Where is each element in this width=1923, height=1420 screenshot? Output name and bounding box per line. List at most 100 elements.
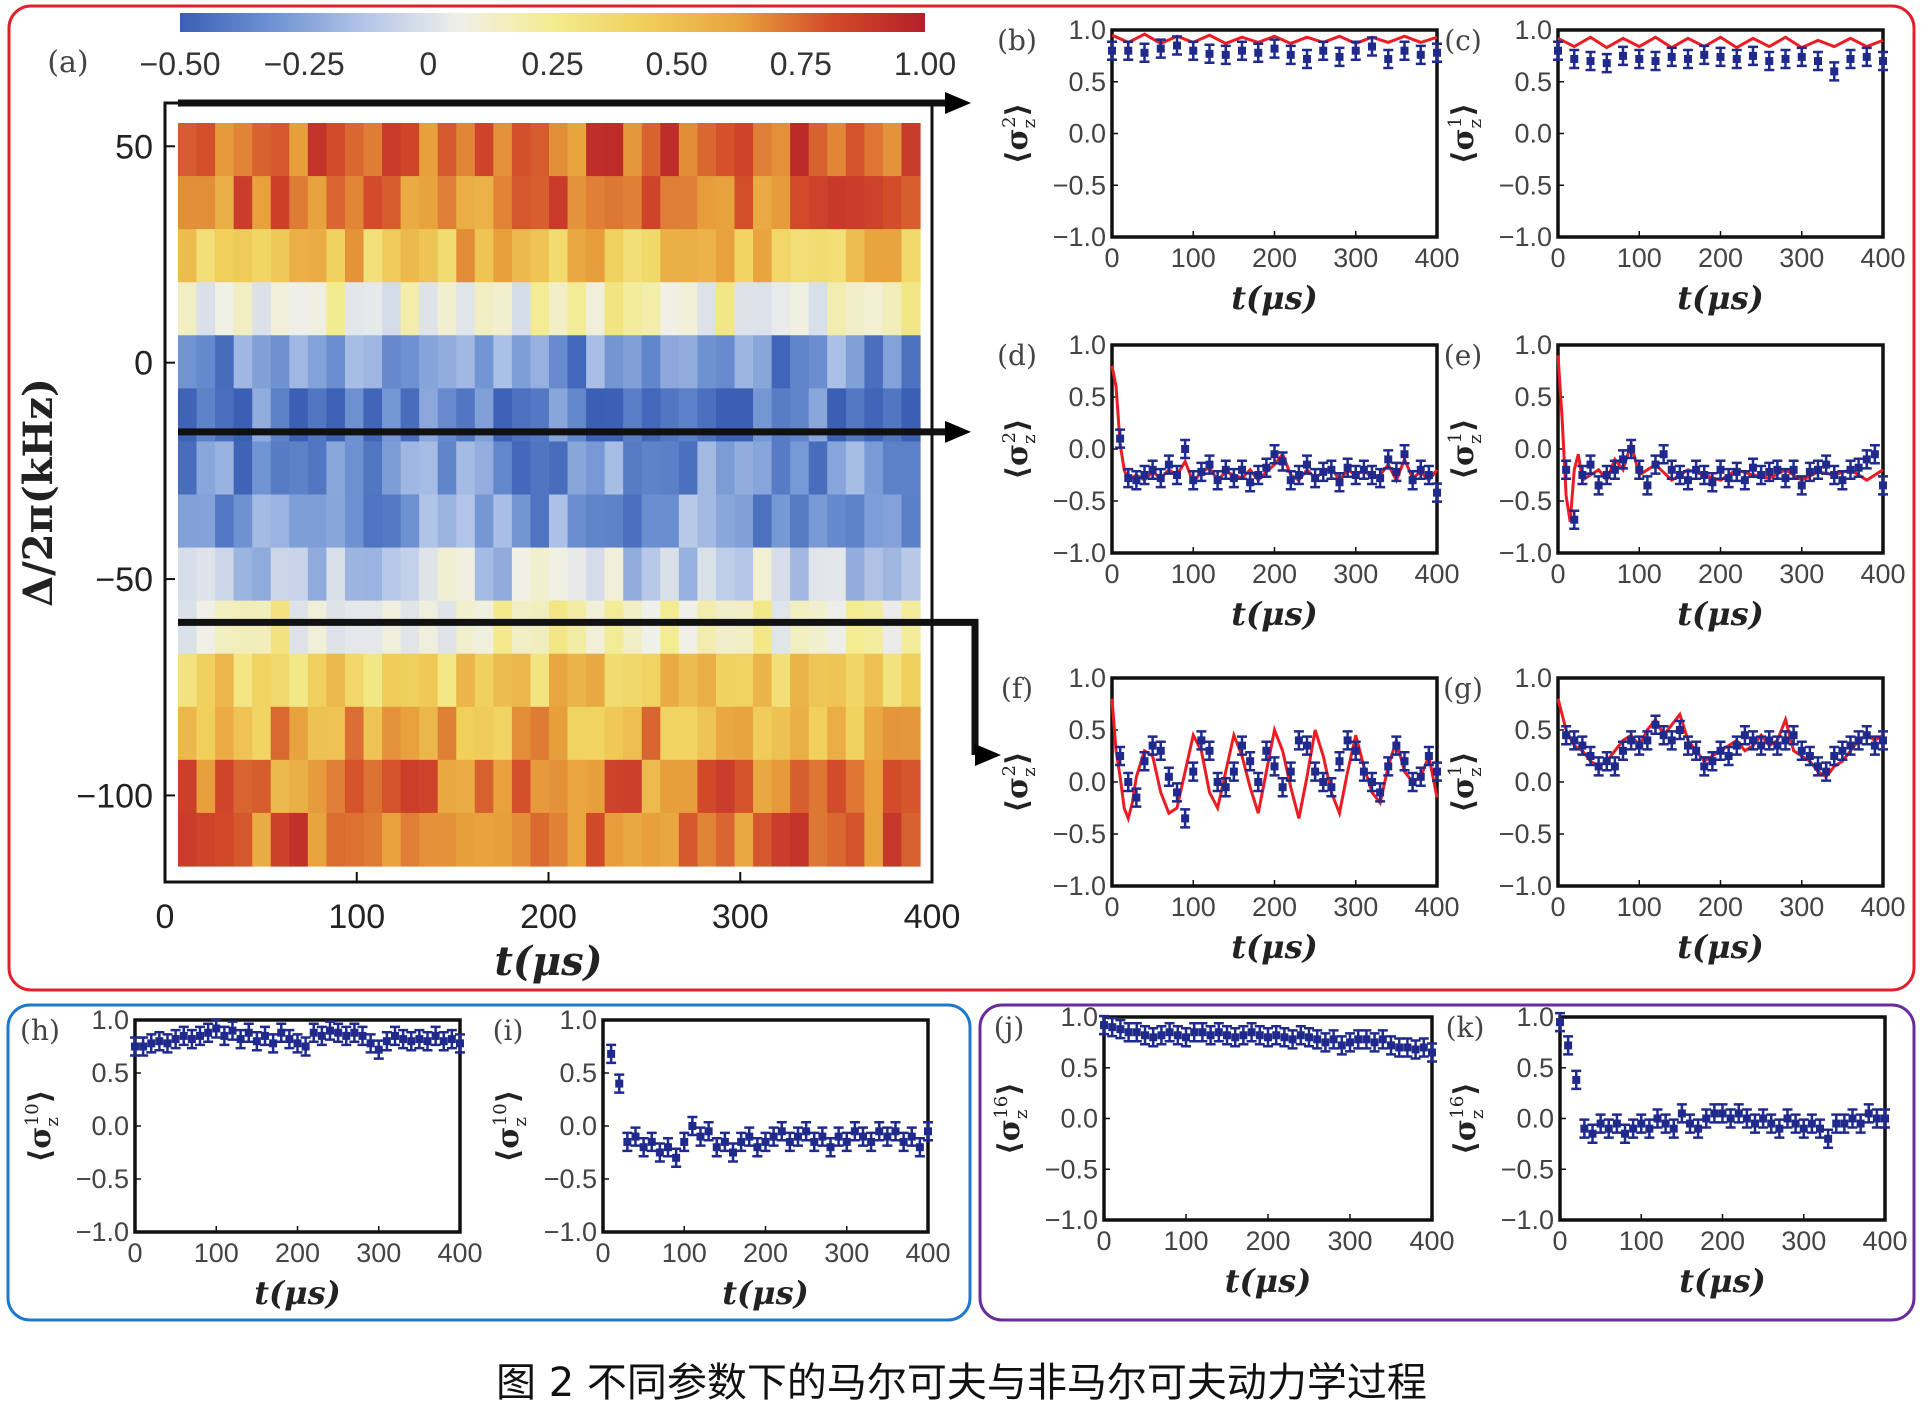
data-point	[261, 1031, 269, 1040]
heatmap-cell	[493, 653, 513, 708]
x-tick-label: 0	[1104, 559, 1119, 589]
panel-label: (b)	[997, 24, 1037, 57]
data-point	[1578, 741, 1587, 750]
data-point	[1392, 741, 1401, 750]
heatmap-cell	[178, 812, 198, 867]
heatmap-cell	[233, 706, 253, 761]
heatmap-cell	[382, 600, 402, 655]
x-tick-label: 100	[1617, 243, 1662, 273]
y-axis-label-sub: z	[1011, 1110, 1032, 1119]
data-point	[1124, 1028, 1133, 1037]
data-point	[1346, 1038, 1354, 1047]
plot-panel-c: 0 100 200 300 400 1.0 0.5 0.0 −0.5 −1.0 t(μs) ⟨σz1⟩…	[1444, 15, 1905, 317]
data-point	[1667, 465, 1676, 474]
data-point	[1311, 474, 1320, 483]
heatmap-cell	[771, 441, 791, 496]
data-point	[1197, 467, 1206, 476]
x-tick-label: 0	[1550, 892, 1565, 922]
data-point	[1700, 471, 1709, 479]
heatmap-cell	[196, 653, 216, 708]
heatmap-cell	[400, 653, 420, 708]
data-point	[1870, 450, 1879, 459]
data-point	[1197, 736, 1206, 745]
y-axis-label-main: ⟨σ	[992, 1119, 1027, 1155]
data-point	[1602, 59, 1611, 68]
heatmap-cell	[734, 547, 754, 602]
data-point	[1408, 778, 1417, 786]
heatmap-cell	[623, 335, 643, 389]
arrow-head	[975, 744, 1001, 766]
heatmap-cell	[326, 494, 346, 549]
arrow-line	[178, 618, 979, 755]
heatmap-cell	[437, 706, 457, 761]
data-point	[696, 1132, 705, 1141]
data-point	[1797, 481, 1806, 490]
heatmap-cell	[419, 441, 439, 496]
y-tick-label: 0.0	[91, 1111, 129, 1141]
data-point	[1594, 481, 1603, 490]
heatmap-cell	[641, 812, 661, 867]
data-point	[1124, 778, 1133, 786]
data-point	[1661, 1119, 1670, 1128]
heatmap-cell	[178, 494, 198, 549]
heatmap-cell	[344, 547, 365, 602]
data-point	[1572, 1075, 1581, 1084]
x-tick-label: 200	[1698, 892, 1743, 922]
data-point	[1140, 757, 1149, 766]
heatmap-cell	[790, 441, 810, 496]
x-tick-label: 100	[194, 1238, 239, 1268]
data-point	[1221, 783, 1230, 792]
heatmap-cell	[697, 706, 717, 761]
x-tick-label: 400	[1860, 892, 1905, 922]
heatmap-cell	[437, 229, 457, 283]
heatmap-cell	[419, 335, 439, 389]
data-point	[1173, 471, 1181, 479]
x-axis-label: t(μs)	[1225, 1262, 1312, 1300]
data-point	[1343, 463, 1352, 472]
y-axis-label-close: ⟩	[1448, 1082, 1483, 1096]
data-point	[1206, 1031, 1215, 1040]
y-axis-label-sub: z	[42, 1117, 63, 1126]
data-point	[826, 1143, 835, 1152]
data-point	[1732, 54, 1741, 63]
heatmap-cell	[363, 335, 383, 389]
heatmap-cell	[753, 335, 773, 389]
y-axis-label-main: ⟨σ	[491, 1127, 526, 1163]
heatmap-cell	[660, 123, 680, 177]
data-point	[1807, 1119, 1816, 1128]
heatmap-cell	[511, 441, 532, 496]
heatmap-cell	[771, 282, 791, 336]
data-point	[842, 1137, 851, 1146]
y-axis-label: ⟨σz16⟩	[1447, 1082, 1488, 1155]
heatmap-cell	[382, 229, 402, 283]
data-point	[1165, 1028, 1174, 1037]
colorbar-tick-label: 1.00	[894, 46, 956, 82]
x-tick-label: 300	[1779, 892, 1824, 922]
data-point	[1296, 1031, 1305, 1040]
heatmap-cell	[864, 759, 884, 814]
heatmap-cell	[289, 706, 309, 761]
data-point	[1294, 471, 1303, 479]
heatmap-cell	[715, 229, 736, 283]
heatmap-cell	[493, 759, 513, 814]
data-point	[1797, 52, 1806, 61]
y-axis-label-sup: 1	[1445, 116, 1466, 127]
heatmap-cell	[771, 123, 791, 177]
heatmap-cell	[845, 547, 865, 602]
heatmap-cell	[307, 282, 327, 336]
heatmap-cell	[270, 706, 290, 761]
heatmap-cell	[215, 176, 235, 230]
data-point	[1840, 1119, 1849, 1128]
data-point	[399, 1035, 408, 1044]
y-tick-label: −1.0	[544, 1217, 597, 1247]
y-axis-label: ⟨σz16⟩	[991, 1082, 1032, 1155]
colorbar-tick-label: −0.25	[264, 46, 345, 82]
y-tick-label: 0.0	[1514, 119, 1552, 149]
data-point	[1246, 757, 1255, 766]
heatmap-cell	[604, 759, 624, 814]
data-point	[1254, 48, 1263, 57]
heatmap-cell	[326, 600, 346, 655]
data-point	[1156, 474, 1165, 483]
heatmap-cell	[437, 653, 457, 708]
data-point	[785, 1137, 794, 1146]
